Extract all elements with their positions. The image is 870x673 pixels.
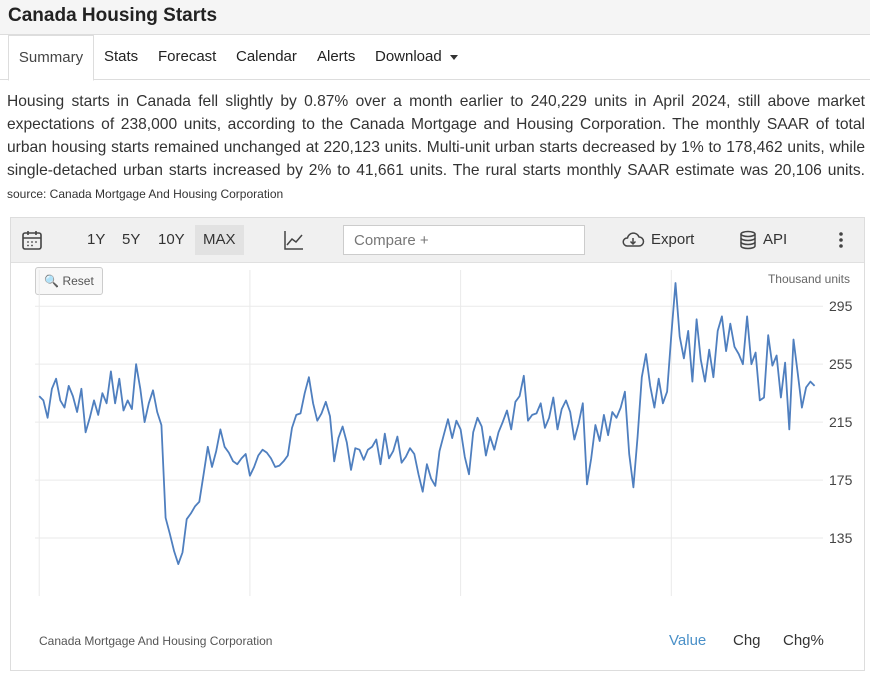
line-chart: 135 175 215 255 295 2006 2011 2016 2021 — [24, 270, 853, 602]
export-button[interactable]: Export — [621, 225, 694, 255]
calendar-icon[interactable] — [21, 229, 43, 251]
line-chart-icon[interactable] — [283, 229, 305, 251]
database-icon — [740, 230, 756, 250]
description-text: Housing starts in Canada fell slightly b… — [7, 93, 865, 179]
x-tick-label: 2021 — [656, 601, 687, 602]
range-5y-button[interactable]: 5Y — [122, 231, 141, 248]
tab-forecast[interactable]: Forecast — [158, 48, 217, 65]
source-label: source: Canada Mortgage And Housing Corp… — [7, 187, 284, 201]
x-tick-label: 2006 — [24, 601, 55, 602]
export-label: Export — [651, 231, 695, 248]
x-tick-label: 2016 — [445, 601, 476, 602]
y-tick-label: 295 — [829, 298, 853, 314]
page-title: Canada Housing Starts — [8, 5, 218, 26]
tab-bar: Summary Stats Forecast Calendar Alerts D… — [0, 35, 870, 81]
description: Housing starts in Canada fell slightly b… — [7, 90, 865, 206]
api-label: API — [763, 231, 788, 248]
reset-label: Reset — [62, 274, 94, 288]
range-10y-button[interactable]: 10Y — [158, 231, 185, 248]
tab-download[interactable]: Download — [375, 35, 458, 79]
reset-zoom-button[interactable]: 🔍 Reset — [35, 267, 103, 295]
tab-alerts[interactable]: Alerts — [317, 48, 356, 65]
title-bar: Canada Housing Starts — [0, 0, 870, 35]
y-tick-label: 215 — [829, 414, 853, 430]
api-button[interactable]: API — [739, 225, 787, 255]
range-max-button[interactable]: MAX — [195, 225, 244, 255]
caret-down-icon — [449, 54, 458, 60]
y-axis-ticks: 135 175 215 255 295 — [829, 298, 853, 546]
cloud-download-icon — [622, 232, 645, 247]
y-tick-label: 135 — [829, 530, 853, 546]
chart-toolbar: 1Y 5Y 10Y MAX Export API — [11, 218, 864, 263]
y-tick-label: 255 — [829, 356, 853, 372]
units-label: Thousand units — [767, 272, 850, 286]
footer-tab-chg[interactable]: Chg — [733, 632, 761, 649]
x-axis-ticks: 2006 2011 2016 2021 — [24, 601, 687, 602]
more-options-icon[interactable] — [837, 229, 845, 251]
y-tick-label: 175 — [829, 472, 853, 488]
tab-calendar[interactable]: Calendar — [236, 48, 297, 65]
tab-download-label: Download — [375, 48, 442, 65]
tab-stats[interactable]: Stats — [104, 48, 139, 65]
x-tick-label: 2011 — [235, 601, 265, 602]
compare-input[interactable] — [343, 225, 585, 255]
tab-summary[interactable]: Summary — [8, 35, 94, 81]
range-1y-button[interactable]: 1Y — [87, 231, 106, 248]
footer-tab-value[interactable]: Value — [669, 632, 707, 649]
footer-source: Canada Mortgage And Housing Corporation — [39, 634, 273, 648]
chart-grid — [35, 270, 823, 596]
chart-panel: 1Y 5Y 10Y MAX Export API — [10, 217, 865, 671]
magnifier-icon: 🔍 — [44, 274, 60, 288]
footer-tab-chg-pct[interactable]: Chg% — [783, 632, 824, 649]
series-line — [38, 282, 816, 565]
